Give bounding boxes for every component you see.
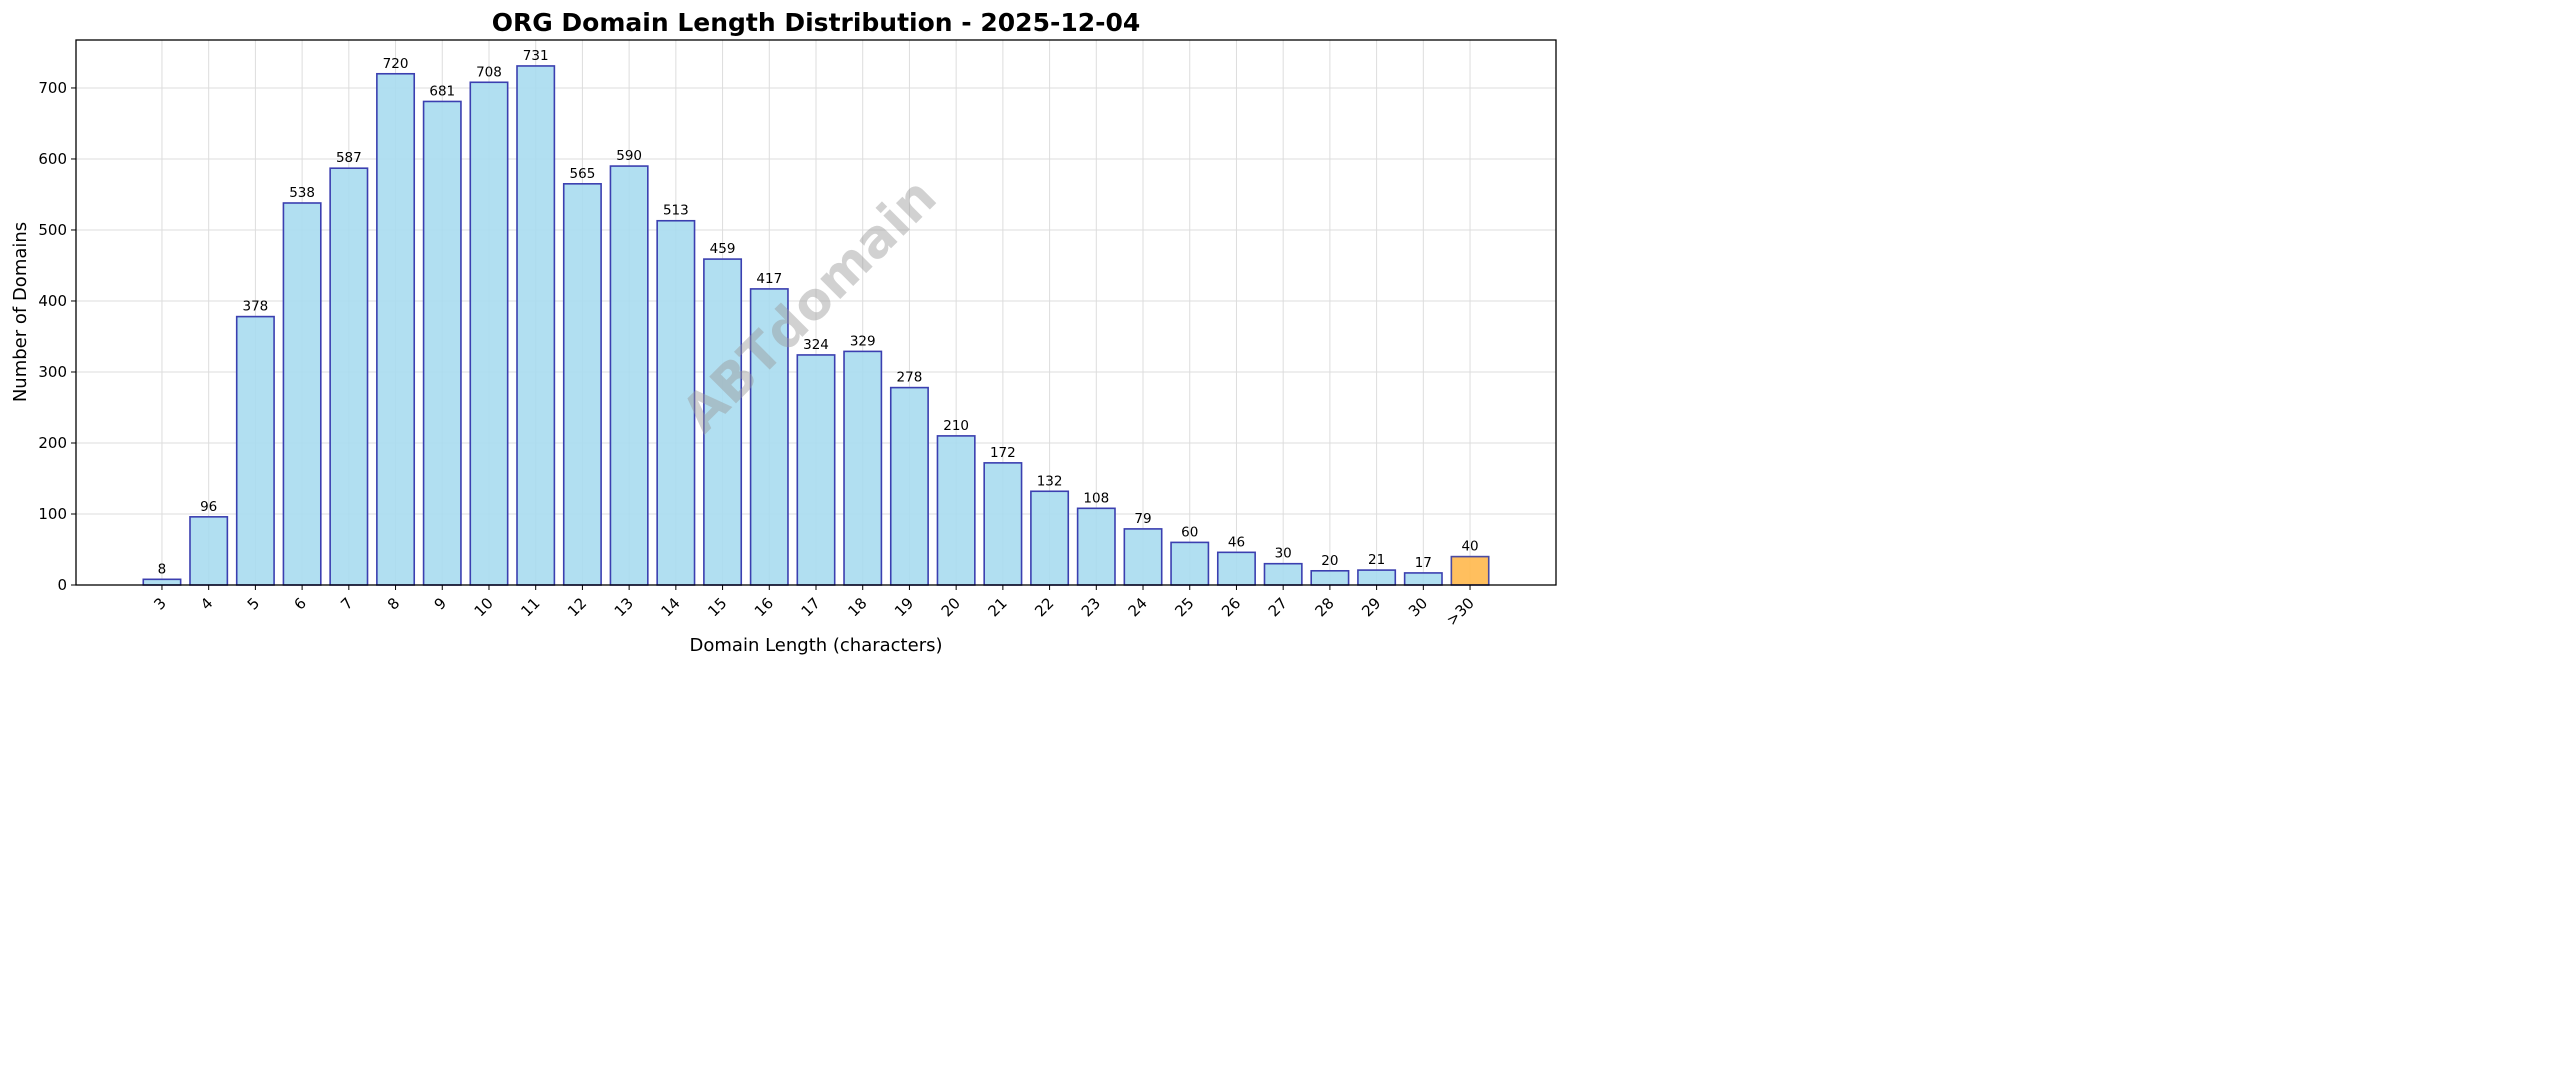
bar-3 [142,578,182,586]
data-label: 20 [1321,553,1338,569]
y-tick-label: 300 [38,363,67,381]
x-tick-label: 22 [1031,594,1057,620]
bar-20 [936,435,976,586]
bar-29 [1357,569,1397,586]
x-tick-label: 13 [611,594,637,620]
data-label: 172 [990,445,1016,461]
bar-25 [1170,541,1210,586]
y-tick-label: 200 [38,434,67,452]
x-tick-label: 28 [1311,594,1337,620]
data-label: 417 [756,271,782,287]
data-label: 720 [383,56,409,72]
x-tick-label: 29 [1358,594,1384,620]
data-label: 538 [289,185,315,201]
data-label: 40 [1461,539,1478,555]
bar-22 [1030,490,1070,586]
bar-11 [516,65,556,586]
data-label: 731 [523,48,549,64]
x-tick-label: 16 [751,594,777,620]
data-label: 587 [336,150,362,166]
bar-26 [1216,551,1256,586]
x-axis-label: Domain Length (characters) [690,635,943,656]
bar-23 [1076,507,1116,586]
bar-4 [189,516,229,586]
data-label: 324 [803,337,829,353]
x-tick-label: 5 [244,594,263,613]
bars: 8 96 378 538 587 720 681 708 731 565 590 513 459 417 3… [142,48,1490,586]
data-label: 565 [570,166,596,182]
data-label: 108 [1083,490,1109,506]
x-tick-label: 27 [1265,594,1291,620]
data-label: 329 [850,333,876,349]
x-tick-label: 10 [471,594,497,620]
y-tick-label: 400 [38,292,67,310]
y-tick-label: 500 [38,221,67,239]
x-tick-label: 23 [1078,594,1104,620]
bar-5 [235,315,275,586]
x-tick-label: 26 [1218,594,1244,620]
data-label: 681 [429,83,455,99]
bar-18 [843,350,883,586]
data-label: 378 [243,299,269,315]
y-tick-label: 0 [57,576,67,594]
y-tick-label: 100 [38,505,67,523]
data-label: 60 [1181,524,1198,540]
x-tick-label: 24 [1125,594,1151,620]
data-label: 590 [616,148,642,164]
x-tick-label: 4 [197,594,216,613]
x-tick-label: 7 [337,594,356,613]
data-label: 278 [897,370,923,386]
data-label: 459 [710,241,736,257]
data-label: 8 [158,561,167,577]
bar-6 [282,202,322,586]
y-tick-label: 600 [38,150,67,168]
x-tick-label: 9 [431,594,450,613]
x-tick-label: 3 [150,594,169,613]
bar-7 [329,167,369,586]
x-tick-label: 15 [704,594,730,620]
bar->30 [1450,555,1490,586]
data-label: 21 [1368,552,1385,568]
bar-9 [422,100,462,586]
bar-28 [1310,569,1350,586]
data-label: 30 [1275,546,1292,562]
bar-17 [796,354,836,586]
bar-21 [983,462,1023,586]
x-tick-label: 25 [1171,594,1197,620]
chart-title: ORG Domain Length Distribution - 2025-12… [492,8,1141,37]
x-tick-label: 11 [517,594,543,620]
x-tick-label: 14 [657,594,683,620]
data-label: 708 [476,64,502,80]
x-tick-label: 12 [564,594,590,620]
y-axis-label: Number of Domains [10,222,31,402]
x-tick-label: 19 [891,594,917,620]
bar-8 [376,72,416,586]
data-label: 46 [1228,534,1245,550]
bar-30 [1403,572,1443,586]
data-label: 513 [663,203,689,219]
x-tick-label: >30 [1443,594,1478,629]
x-tick-label: 30 [1405,594,1431,620]
data-label: 96 [200,499,217,515]
x-tick-label: 18 [844,594,870,620]
x-tick-label: 8 [384,594,403,613]
x-tick-label: 17 [798,594,824,620]
bar-27 [1263,562,1303,586]
bar-19 [889,386,929,586]
bar-10 [469,81,509,586]
x-tick-label: 6 [290,594,309,613]
data-label: 132 [1037,473,1063,489]
data-label: 79 [1134,511,1151,527]
bar-24 [1123,528,1163,586]
bar-15 [703,258,743,586]
data-label: 17 [1415,555,1432,571]
bar-12 [562,183,602,586]
data-label: 210 [943,418,969,434]
x-tick-label: 20 [938,594,964,620]
x-tick-label: 21 [984,594,1010,620]
y-tick-label: 700 [38,79,67,97]
bar-13 [609,165,649,586]
